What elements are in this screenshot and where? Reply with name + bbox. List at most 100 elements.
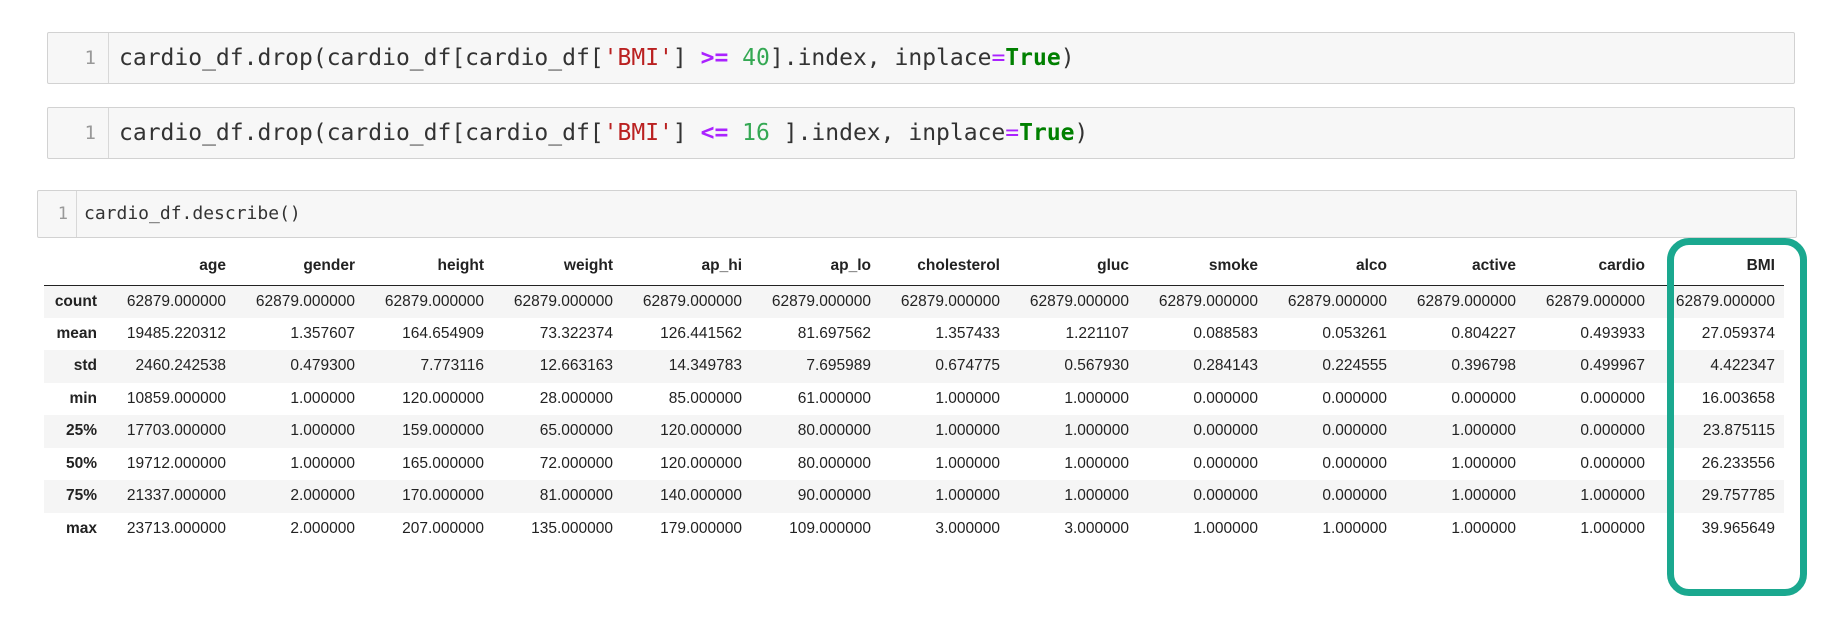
table-cell: 62879.000000 bbox=[126, 292, 226, 310]
table-cell: 0.000000 bbox=[1322, 389, 1387, 407]
code-token: 40 bbox=[742, 45, 770, 71]
table-cell: 1.000000 bbox=[1580, 519, 1645, 537]
table-cell: 62879.000000 bbox=[771, 292, 871, 310]
column-header: gender bbox=[235, 248, 364, 286]
table-cell: 0.224555 bbox=[1322, 357, 1387, 375]
code-token: 'BMI' bbox=[603, 45, 673, 71]
table-cell: 0.000000 bbox=[1580, 454, 1645, 472]
table-row: std 2460.242538 0.479300 7.773116 12.663163 1… bbox=[44, 350, 1784, 383]
table-cell: 1.000000 bbox=[290, 422, 355, 440]
row-label: 75% bbox=[65, 487, 97, 505]
column-header: smoke bbox=[1138, 248, 1267, 286]
table-cell: 1.000000 bbox=[290, 389, 355, 407]
table-cell: 26.233556 bbox=[1701, 454, 1775, 472]
table-cell: 7.695989 bbox=[806, 357, 871, 375]
index-header bbox=[44, 248, 106, 286]
table-cell: 28.000000 bbox=[539, 389, 613, 407]
table-cell: 0.088583 bbox=[1193, 324, 1258, 342]
code-line[interactable]: cardio_df.drop(cardio_df[cardio_df['BMI'… bbox=[108, 33, 1794, 83]
table-cell: 1.357433 bbox=[935, 324, 1000, 342]
table-cell: 120.000000 bbox=[660, 454, 742, 472]
table-cell: 7.773116 bbox=[420, 357, 485, 375]
code-line[interactable]: cardio_df.describe() bbox=[76, 191, 1796, 237]
table-cell: 62879.000000 bbox=[642, 292, 742, 310]
table-cell: 1.000000 bbox=[1064, 487, 1129, 505]
column-header-bmi: BMI bbox=[1654, 248, 1784, 286]
column-header: cholesterol bbox=[880, 248, 1009, 286]
table-cell: 1.000000 bbox=[1451, 422, 1516, 440]
code-token: cardio_df.describe() bbox=[84, 203, 301, 224]
table-cell: 81.697562 bbox=[797, 324, 871, 342]
table-cell: 81.000000 bbox=[539, 487, 613, 505]
table-cell: 1.000000 bbox=[935, 487, 1000, 505]
table-cell: 0.000000 bbox=[1193, 422, 1258, 440]
row-label: count bbox=[54, 292, 97, 310]
table-cell: 0.000000 bbox=[1193, 389, 1258, 407]
table-row: mean 19485.220312 1.357607 164.654909 73.322… bbox=[44, 318, 1784, 351]
table-cell: 21337.000000 bbox=[126, 487, 226, 505]
table-cell: 62879.000000 bbox=[1416, 292, 1516, 310]
code-token: ) bbox=[1060, 45, 1075, 71]
table-cell: 0.567930 bbox=[1064, 357, 1129, 375]
table-cell: 1.000000 bbox=[1193, 519, 1258, 537]
line-number: 1 bbox=[84, 122, 96, 144]
table-cell: 0.284143 bbox=[1193, 357, 1258, 375]
column-header: ap_lo bbox=[751, 248, 880, 286]
table-cell: 1.000000 bbox=[1064, 389, 1129, 407]
table-cell: 14.349783 bbox=[668, 357, 742, 375]
table-cell: 140.000000 bbox=[660, 487, 742, 505]
table-cell: 16.003658 bbox=[1701, 389, 1775, 407]
code-token: ] bbox=[672, 45, 701, 71]
row-label: max bbox=[65, 519, 97, 537]
table-row: 25% 17703.000000 1.000000 159.000000 65.0000… bbox=[44, 415, 1784, 448]
code-cell-3[interactable]: 1 cardio_df.describe() bbox=[37, 190, 1797, 238]
table-cell: 80.000000 bbox=[797, 422, 871, 440]
table-cell: 1.000000 bbox=[935, 389, 1000, 407]
row-label: 50% bbox=[65, 454, 97, 472]
table-cell: 0.053261 bbox=[1322, 324, 1387, 342]
table-cell: 1.357607 bbox=[290, 324, 355, 342]
table-cell: 164.654909 bbox=[402, 324, 484, 342]
table-cell: 0.804227 bbox=[1451, 324, 1516, 342]
code-cell-1[interactable]: 1 cardio_df.drop(cardio_df[cardio_df['BM… bbox=[47, 32, 1795, 84]
line-number: 1 bbox=[84, 47, 96, 69]
table-cell: 159.000000 bbox=[402, 422, 484, 440]
code-token: ].index, inplace bbox=[769, 120, 1006, 146]
row-label: 25% bbox=[65, 422, 97, 440]
table-cell: 1.000000 bbox=[935, 422, 1000, 440]
table-cell: 62879.000000 bbox=[513, 292, 613, 310]
table-cell: 165.000000 bbox=[402, 454, 484, 472]
table-row: 50% 19712.000000 1.000000 165.000000 72.0000… bbox=[44, 448, 1784, 481]
table-cell: 0.000000 bbox=[1193, 487, 1258, 505]
column-header: age bbox=[106, 248, 235, 286]
table-cell: 0.000000 bbox=[1451, 389, 1516, 407]
table-cell: 0.479300 bbox=[290, 357, 355, 375]
code-token: = bbox=[1005, 120, 1020, 146]
table-cell: 19485.220312 bbox=[126, 324, 226, 342]
table-cell: 23.875115 bbox=[1702, 422, 1775, 440]
table-cell: 0.000000 bbox=[1322, 487, 1387, 505]
table-cell: 90.000000 bbox=[797, 487, 871, 505]
table-cell: 3.000000 bbox=[935, 519, 1000, 537]
code-token: 16 bbox=[742, 120, 770, 146]
code-line[interactable]: cardio_df.drop(cardio_df[cardio_df['BMI'… bbox=[108, 108, 1794, 158]
code-token: True bbox=[1005, 45, 1061, 71]
table-cell: 17703.000000 bbox=[126, 422, 226, 440]
table-cell: 62879.000000 bbox=[1287, 292, 1387, 310]
code-token: ] bbox=[672, 120, 701, 146]
table-cell: 85.000000 bbox=[668, 389, 742, 407]
table-cell: 62879.000000 bbox=[1029, 292, 1129, 310]
code-cell-2[interactable]: 1 cardio_df.drop(cardio_df[cardio_df['BM… bbox=[47, 107, 1795, 159]
code-token: True bbox=[1019, 120, 1075, 146]
table-cell: 0.000000 bbox=[1322, 422, 1387, 440]
column-header: weight bbox=[493, 248, 622, 286]
table-cell: 135.000000 bbox=[531, 519, 613, 537]
code-token: ].index, inplace bbox=[769, 45, 992, 71]
code-token: = bbox=[991, 45, 1006, 71]
table-cell: 109.000000 bbox=[789, 519, 871, 537]
table-cell: 72.000000 bbox=[539, 454, 613, 472]
row-label: min bbox=[69, 389, 97, 407]
table-cell: 0.000000 bbox=[1322, 454, 1387, 472]
table-cell: 12.663163 bbox=[539, 357, 613, 375]
table-cell: 62879.000000 bbox=[1545, 292, 1645, 310]
